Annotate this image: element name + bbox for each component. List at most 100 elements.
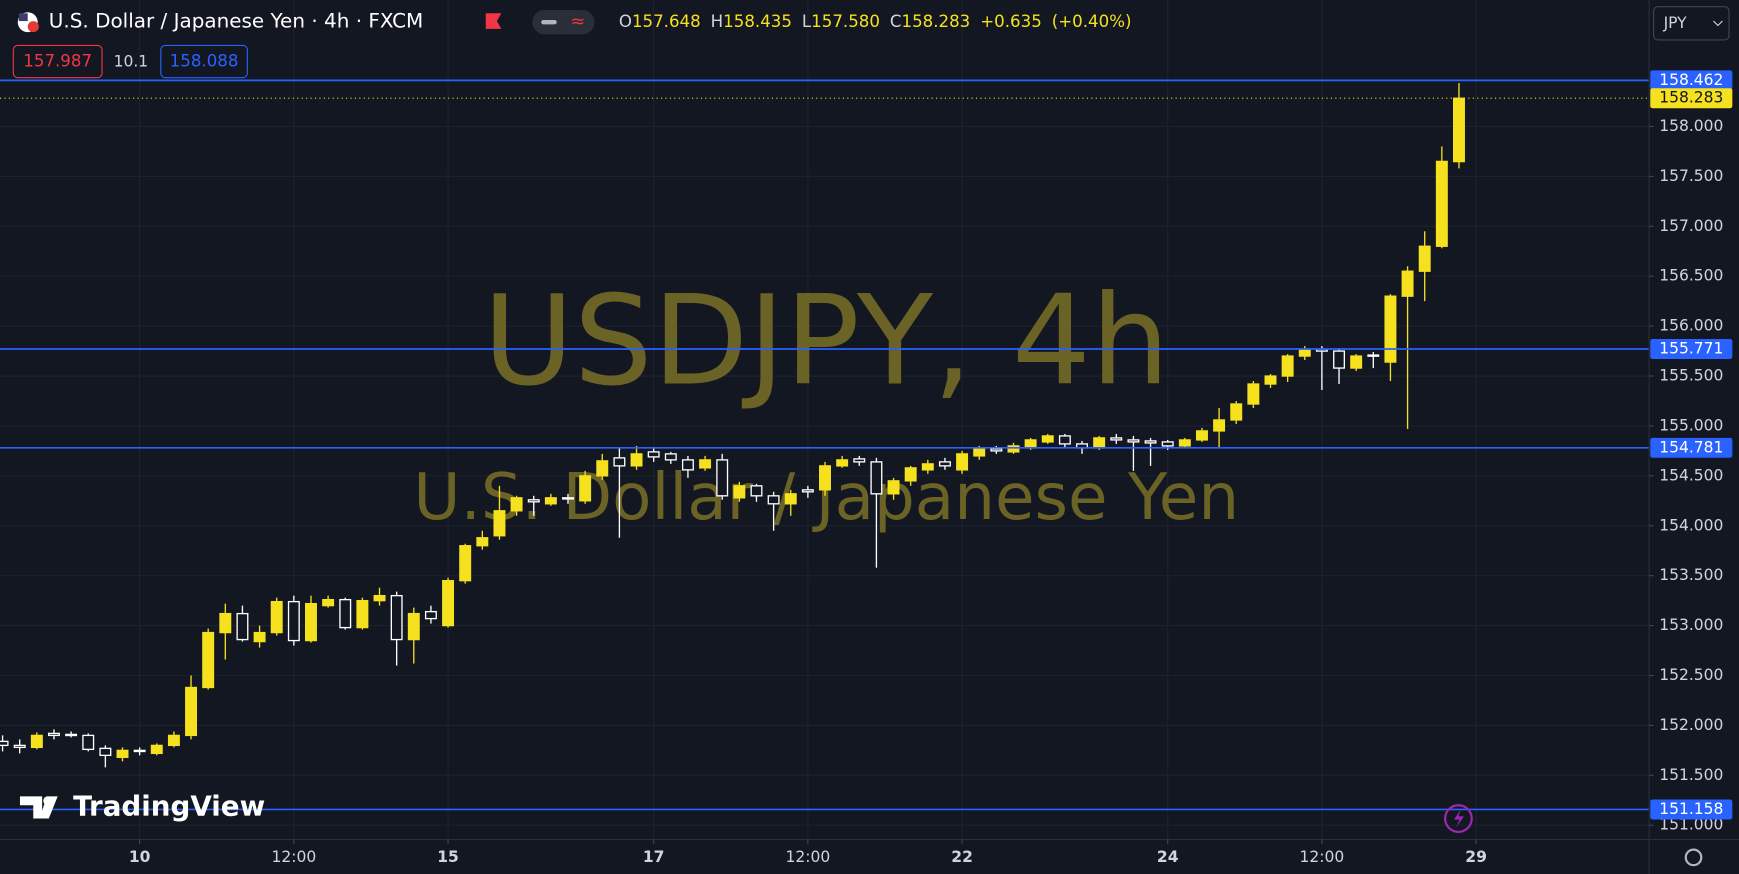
y-tick-label: 153.000	[1659, 616, 1723, 634]
brand-text: TradingView	[73, 789, 265, 822]
x-tick-label: 24	[1157, 848, 1179, 866]
market-status-icon[interactable]	[485, 13, 502, 29]
settings-icon[interactable]	[1684, 848, 1703, 867]
candle-body	[1144, 440, 1157, 444]
price-tag	[1650, 437, 1733, 458]
candle-body	[339, 598, 352, 629]
candle-body	[904, 467, 917, 482]
candle-body	[767, 495, 780, 505]
y-tick-label: 155.000	[1659, 416, 1723, 434]
legend-key: H	[711, 12, 724, 31]
legend-value: 157.648	[632, 12, 701, 31]
candles	[0, 83, 1465, 768]
candle-body	[150, 744, 163, 755]
price-tag	[1650, 799, 1733, 820]
legend-key: L	[802, 12, 812, 31]
candle-body	[287, 600, 300, 642]
candle-body	[681, 459, 694, 471]
candle-body	[733, 485, 746, 499]
candle-body	[356, 599, 369, 629]
candle-body	[544, 497, 557, 505]
price-tag-label: 158.462	[1659, 71, 1723, 89]
candle-body	[938, 461, 951, 467]
candle-body	[1452, 97, 1465, 163]
candle-body	[407, 612, 420, 641]
candle-body	[664, 453, 677, 461]
x-tick-label: 12:00	[271, 848, 316, 866]
ohlc-legend: O157.648 H158.435 L157.580 C158.283 +0.635 (+…	[619, 12, 1132, 31]
candle-body	[219, 612, 232, 634]
candle-body	[1350, 355, 1363, 369]
candle-body	[527, 499, 540, 503]
toggle-pill[interactable]	[532, 9, 595, 35]
candle-body	[82, 734, 95, 751]
x-tick-label: 12:00	[786, 848, 831, 866]
candle-body	[596, 460, 609, 477]
ask-box[interactable]	[160, 44, 248, 79]
candle-body	[30, 734, 43, 749]
price-tag-label: 154.781	[1659, 438, 1723, 456]
legend-value: 158.435	[723, 12, 792, 31]
flag-sun	[27, 21, 39, 33]
candle-body	[476, 537, 489, 547]
dropdown-caret	[1713, 20, 1723, 27]
legend-value: (+0.40%)	[1052, 12, 1132, 31]
candle-body	[853, 458, 866, 463]
watermark-symbol: USDJPY, 4h	[483, 270, 1170, 414]
candle-body	[1007, 445, 1020, 453]
candle-body	[1247, 383, 1260, 405]
legend-key: C	[890, 12, 902, 31]
y-tick-label: 151.500	[1659, 766, 1723, 784]
candle-body	[1401, 270, 1414, 297]
candle-body	[459, 545, 472, 582]
candle-body	[1367, 354, 1380, 357]
candle-body	[1281, 355, 1294, 377]
candle-body	[784, 493, 797, 505]
toggle-wave-icon: ≈	[570, 12, 585, 32]
candle-body	[99, 747, 112, 757]
candle-body	[1161, 441, 1174, 447]
currency-dropdown[interactable]	[1653, 6, 1730, 41]
alert-icon[interactable]	[1443, 804, 1473, 833]
candle-body	[390, 594, 403, 641]
candle-body	[1298, 349, 1311, 357]
price-tag	[1650, 339, 1733, 359]
candle-body	[1041, 435, 1054, 443]
candle-body	[1333, 350, 1346, 369]
last-price-label: 158.283	[1659, 89, 1723, 107]
candle-body	[716, 459, 729, 497]
candle-body	[424, 610, 437, 620]
candle-body	[836, 459, 849, 467]
candle-body	[13, 744, 26, 749]
candle-body	[1435, 160, 1448, 247]
legend-value: 158.283	[902, 12, 971, 31]
candle-body	[990, 448, 1003, 452]
axes: 151.000 151.500 152.000 152.500 153.000 153.5…	[129, 70, 1733, 866]
chart-title[interactable]: U.S. Dollar / Japanese Yen · 4h · FXCM	[49, 9, 423, 33]
candle-body	[253, 631, 266, 643]
candle-body	[510, 497, 523, 512]
candle-body	[65, 733, 78, 737]
y-tick-label: 157.500	[1659, 167, 1723, 185]
candle-body	[322, 598, 335, 607]
y-tick-label: 157.000	[1659, 217, 1723, 235]
candle-body	[613, 457, 626, 467]
brand-dot	[43, 796, 53, 806]
candle-body	[870, 461, 883, 495]
candle-body	[1093, 437, 1106, 449]
candle-body	[579, 475, 592, 502]
price-tag-label: 151.158	[1659, 800, 1723, 818]
bid-box[interactable]	[12, 44, 103, 79]
candle-body	[750, 485, 763, 497]
candle-body	[801, 489, 814, 493]
x-tick-label: 22	[951, 848, 973, 866]
legend-value: 157.580	[811, 12, 880, 31]
candle-body	[270, 600, 283, 634]
legend-key: O	[619, 12, 632, 31]
y-tick-label: 156.500	[1659, 267, 1723, 285]
candle-body	[1127, 439, 1140, 443]
candle-body	[0, 740, 9, 747]
overlay	[0, 79, 1650, 811]
